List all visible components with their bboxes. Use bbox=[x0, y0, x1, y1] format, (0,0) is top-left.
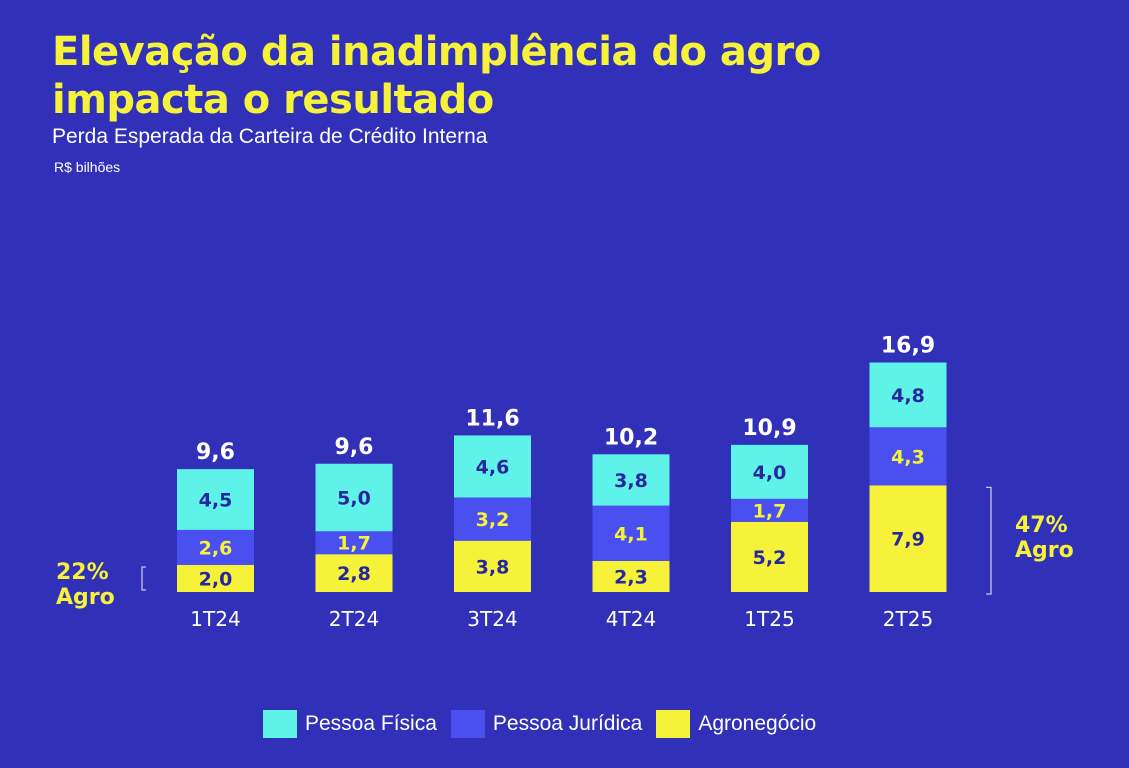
bar-pessoa-fisica-2T25 bbox=[869, 362, 947, 428]
agro-share-callout-left: 22% Agro bbox=[56, 560, 115, 610]
legend-item-pessoa-fisica: Pessoa Física bbox=[263, 710, 437, 738]
bar-pessoa-fisica-2T24 bbox=[315, 463, 393, 532]
unit-label: R$ bilhões bbox=[54, 159, 121, 175]
bar-agronegocio-4T24 bbox=[592, 560, 670, 592]
legend-item-pessoa-juridica: Pessoa Jurídica bbox=[450, 710, 643, 738]
legend-swatch-pessoa-juridica bbox=[450, 710, 485, 738]
total-label-2T25: 16,9 bbox=[881, 334, 935, 359]
value-label-pessoa-fisica-1T24: 4,5 bbox=[199, 490, 233, 512]
bar-agronegocio-3T24 bbox=[454, 540, 531, 592]
x-tick-label-1T24: 1T24 bbox=[190, 607, 240, 631]
bar-pessoa-fisica-4T24 bbox=[592, 454, 670, 506]
x-tick-label-1T25: 1T25 bbox=[744, 607, 794, 631]
value-label-pessoa-juridica-1T24: 2,6 bbox=[199, 537, 233, 559]
value-label-pessoa-juridica-2T24: 1,7 bbox=[337, 533, 371, 555]
legend-swatch-agronegocio bbox=[656, 710, 691, 738]
value-label-pessoa-fisica-2T25: 4,8 bbox=[891, 385, 925, 407]
legend-label-pessoa-fisica: Pessoa Física bbox=[305, 712, 437, 735]
x-tick-label-2T25: 2T25 bbox=[883, 607, 933, 631]
value-label-pessoa-fisica-3T24: 4,6 bbox=[476, 456, 510, 478]
value-label-agronegocio-4T24: 2,3 bbox=[614, 566, 648, 588]
bar-pessoa-juridica-4T24 bbox=[592, 505, 670, 561]
chart-subtitle: Perda Esperada da Carteira de Crédito In… bbox=[52, 125, 488, 148]
bar-pessoa-juridica-1T24 bbox=[177, 529, 254, 565]
callout-right-label: Agro bbox=[1015, 538, 1074, 563]
bar-agronegocio-1T24 bbox=[177, 565, 254, 592]
value-label-agronegocio-2T24: 2,8 bbox=[337, 563, 371, 585]
value-label-agronegocio-2T25: 7,9 bbox=[891, 529, 925, 551]
total-label-1T24: 9,6 bbox=[196, 440, 235, 465]
bracket-right-2T25 bbox=[986, 486, 992, 595]
bar-pessoa-juridica-2T25 bbox=[869, 427, 947, 486]
legend-label-agronegocio: Agronegócio bbox=[698, 712, 817, 735]
title-line-1: Elevação da inadimplência do agro bbox=[52, 29, 821, 75]
bar-pessoa-fisica-1T25 bbox=[731, 444, 808, 499]
value-label-pessoa-juridica-4T24: 4,1 bbox=[614, 523, 648, 545]
x-tick-label-3T24: 3T24 bbox=[467, 607, 517, 631]
callout-left-percent: 22% bbox=[56, 560, 109, 585]
x-tick-label-4T24: 4T24 bbox=[606, 607, 656, 631]
value-label-pessoa-fisica-4T24: 3,8 bbox=[614, 470, 648, 492]
title-line-2: impacta o resultado bbox=[52, 77, 494, 123]
value-label-pessoa-juridica-1T25: 1,7 bbox=[753, 500, 787, 522]
bar-pessoa-juridica-3T24 bbox=[454, 497, 531, 541]
legend: Pessoa Física Pessoa Jurídica Agronegóci… bbox=[263, 710, 830, 738]
value-label-pessoa-juridica-3T24: 3,2 bbox=[476, 509, 510, 531]
bar-pessoa-fisica-1T24 bbox=[177, 469, 254, 530]
total-label-1T25: 10,9 bbox=[742, 416, 796, 441]
total-label-2T24: 9,6 bbox=[335, 435, 374, 460]
value-label-pessoa-juridica-2T25: 4,3 bbox=[891, 446, 925, 468]
legend-item-agronegocio: Agronegócio bbox=[656, 710, 816, 738]
callout-right-percent: 47% bbox=[1015, 513, 1068, 538]
value-label-agronegocio-1T25: 5,2 bbox=[753, 547, 787, 569]
bar-pessoa-fisica-3T24 bbox=[454, 435, 531, 498]
bar-agronegocio-2T25 bbox=[869, 485, 947, 592]
bracket-left-1T24 bbox=[141, 566, 146, 591]
legend-label-pessoa-juridica: Pessoa Jurídica bbox=[492, 712, 643, 735]
legend-swatch-pessoa-fisica bbox=[263, 710, 297, 738]
bar-agronegocio-1T25 bbox=[731, 521, 808, 592]
callout-left-label: Agro bbox=[56, 585, 115, 610]
agro-share-callout-right: 47% Agro bbox=[1015, 513, 1074, 563]
chart-title: Elevação da inadimplência do agro impact… bbox=[52, 28, 821, 124]
bar-pessoa-juridica-1T25 bbox=[731, 498, 808, 522]
total-label-3T24: 11,6 bbox=[465, 406, 519, 431]
value-label-agronegocio-3T24: 3,8 bbox=[476, 556, 510, 578]
value-label-pessoa-fisica-1T25: 4,0 bbox=[753, 462, 787, 484]
total-label-4T24: 10,2 bbox=[604, 425, 658, 450]
x-tick-label-2T24: 2T24 bbox=[329, 607, 379, 631]
bar-pessoa-juridica-2T24 bbox=[315, 531, 393, 555]
bar-agronegocio-2T24 bbox=[315, 554, 393, 592]
value-label-agronegocio-1T24: 2,0 bbox=[199, 569, 233, 591]
value-label-pessoa-fisica-2T24: 5,0 bbox=[337, 488, 371, 510]
